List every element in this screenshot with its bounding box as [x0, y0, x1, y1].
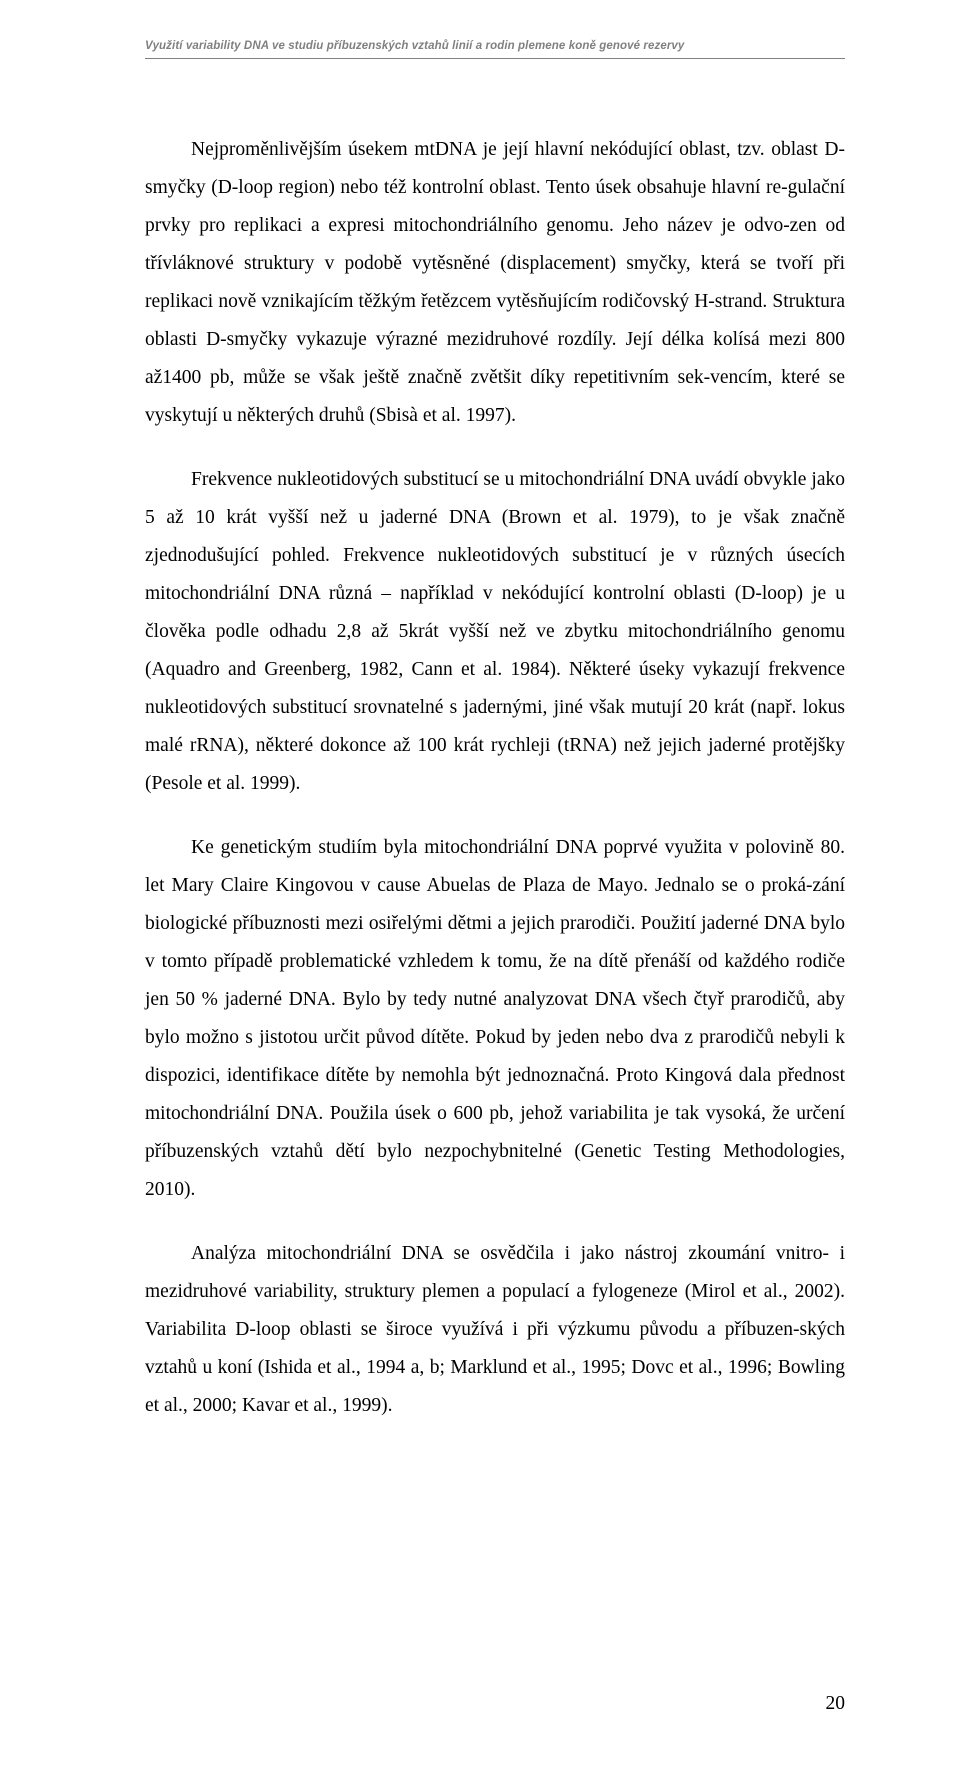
page-number: 20	[826, 1693, 846, 1715]
paragraph-3: Ke genetickým studiím byla mitochondriál…	[145, 829, 845, 1209]
paragraph-1: Nejproměnlivějším úsekem mtDNA je její h…	[145, 131, 845, 435]
paragraph-4: Analýza mitochondriální DNA se osvědčila…	[145, 1235, 845, 1425]
body-text: Nejproměnlivějším úsekem mtDNA je její h…	[145, 131, 845, 1426]
running-header: Využití variability DNA ve studiu příbuz…	[145, 40, 845, 59]
paragraph-2: Frekvence nukleotidových substitucí se u…	[145, 461, 845, 803]
document-page: Využití variability DNA ve studiu příbuz…	[0, 0, 960, 1426]
